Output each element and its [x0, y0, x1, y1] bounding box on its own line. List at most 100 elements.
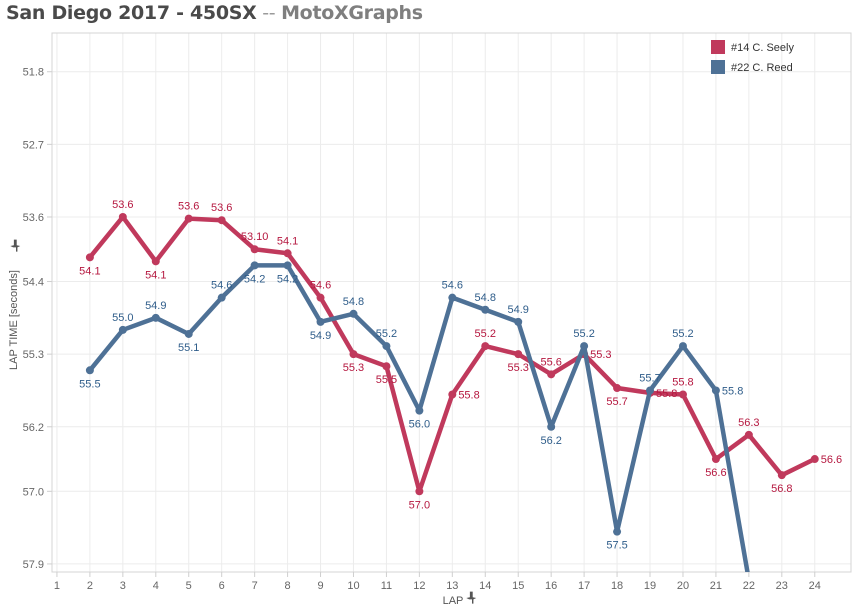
legend-swatch-reed — [711, 60, 725, 74]
x-tick-label: 7 — [252, 580, 258, 592]
y-tick-label: 57.0 — [23, 486, 44, 498]
data-label: 55.8 — [722, 385, 743, 397]
x-tick-label: 16 — [545, 580, 557, 592]
data-label: 54.1 — [277, 235, 298, 247]
data-point[interactable] — [151, 257, 160, 266]
data-point[interactable] — [283, 261, 292, 270]
data-label: 57.5 — [606, 540, 627, 552]
data-point[interactable] — [118, 212, 127, 221]
data-label: 56.6 — [821, 454, 842, 466]
data-point[interactable] — [514, 317, 523, 326]
data-point[interactable] — [678, 342, 687, 351]
data-label: 54.9 — [508, 304, 529, 316]
data-label: 55.8 — [672, 376, 693, 388]
data-label: 56.6 — [705, 467, 726, 479]
data-point[interactable] — [448, 390, 457, 399]
x-tick-label: 18 — [611, 580, 623, 592]
series-reed — [85, 261, 750, 572]
data-label: 54.6 — [442, 280, 463, 292]
x-tick-label: 5 — [186, 580, 192, 592]
data-point[interactable] — [810, 455, 819, 464]
data-label: 53.6 — [178, 201, 199, 213]
data-point[interactable] — [613, 384, 622, 393]
legend: #14 C. Seely #22 C. Reed — [711, 40, 794, 74]
x-tick-label: 14 — [479, 580, 491, 592]
data-point[interactable] — [382, 342, 391, 351]
data-point[interactable] — [547, 422, 556, 431]
y-tick-label: 57.9 — [23, 559, 44, 571]
data-point[interactable] — [349, 350, 358, 359]
data-label: 55.5 — [376, 374, 397, 386]
data-point[interactable] — [481, 342, 490, 351]
data-point[interactable] — [382, 362, 391, 371]
data-label: 54.2 — [277, 273, 298, 285]
x-tick-label: 15 — [512, 580, 524, 592]
data-point[interactable] — [514, 350, 523, 359]
data-point[interactable] — [646, 386, 655, 395]
series-seely — [85, 212, 819, 496]
data-label: 54.8 — [475, 292, 496, 304]
data-label: 55.3 — [508, 362, 529, 374]
data-point[interactable] — [744, 430, 753, 439]
pin-icon[interactable] — [465, 590, 479, 604]
data-point[interactable] — [349, 309, 358, 318]
data-point[interactable] — [217, 216, 226, 225]
x-tick-label: 6 — [219, 580, 225, 592]
pin-icon[interactable] — [9, 238, 23, 252]
data-label: 55.8 — [656, 388, 677, 400]
data-point[interactable] — [250, 261, 259, 270]
data-point[interactable] — [777, 471, 786, 480]
data-point[interactable] — [316, 317, 325, 326]
data-point[interactable] — [283, 249, 292, 258]
data-point[interactable] — [118, 325, 127, 334]
data-point[interactable] — [481, 305, 490, 314]
data-point[interactable] — [184, 214, 193, 223]
data-point[interactable] — [613, 527, 622, 536]
data-label: 55.0 — [112, 312, 133, 324]
data-point[interactable] — [151, 313, 160, 322]
data-label: 56.3 — [738, 417, 759, 429]
x-tick-label: 11 — [381, 580, 392, 592]
x-tick-label: 19 — [644, 580, 656, 592]
data-point[interactable] — [448, 293, 457, 302]
data-point[interactable] — [415, 487, 424, 496]
data-point[interactable] — [547, 370, 556, 379]
x-tick-label: 13 — [446, 580, 458, 592]
data-label: 55.3 — [590, 349, 611, 361]
y-axis-title: LAP TIME [seconds] — [8, 270, 20, 370]
data-label: 55.2 — [475, 328, 496, 340]
grid-lines — [52, 33, 851, 572]
data-point[interactable] — [184, 329, 193, 338]
data-label: 55.5 — [79, 378, 100, 390]
data-label: 55.8 — [458, 389, 479, 401]
data-point[interactable] — [316, 293, 325, 302]
data-point[interactable] — [580, 342, 589, 351]
data-label: 56.0 — [409, 419, 430, 431]
x-tick-label: 12 — [413, 580, 425, 592]
data-point[interactable] — [415, 406, 424, 415]
data-label: 53.10 — [241, 231, 269, 243]
x-axis-label: LAP — [443, 595, 464, 607]
data-point[interactable] — [711, 386, 720, 395]
legend-item-reed[interactable]: #22 C. Reed — [711, 60, 793, 74]
title-separator: -- — [256, 2, 282, 24]
series-group — [85, 212, 819, 572]
title-brand: MotoXGraphs — [281, 2, 423, 24]
chart-title: San Diego 2017 - 450SX -- MotoXGraphs — [6, 2, 423, 24]
x-tick-label: 4 — [153, 580, 159, 592]
data-label: 55.7 — [639, 372, 660, 384]
data-label: 54.2 — [244, 273, 265, 285]
legend-item-seely[interactable]: #14 C. Seely — [711, 40, 794, 54]
data-point[interactable] — [85, 366, 94, 375]
x-tick-label: 3 — [120, 580, 126, 592]
data-point[interactable] — [711, 455, 720, 464]
x-tick-label: 23 — [776, 580, 788, 592]
data-label: 55.2 — [573, 328, 594, 340]
data-point[interactable] — [217, 293, 226, 302]
y-axis-label: LAP TIME [seconds] — [8, 270, 20, 370]
data-point[interactable] — [85, 253, 94, 262]
data-point[interactable] — [250, 245, 259, 254]
data-point[interactable] — [678, 390, 687, 399]
y-tick-label: 51.8 — [23, 67, 44, 79]
